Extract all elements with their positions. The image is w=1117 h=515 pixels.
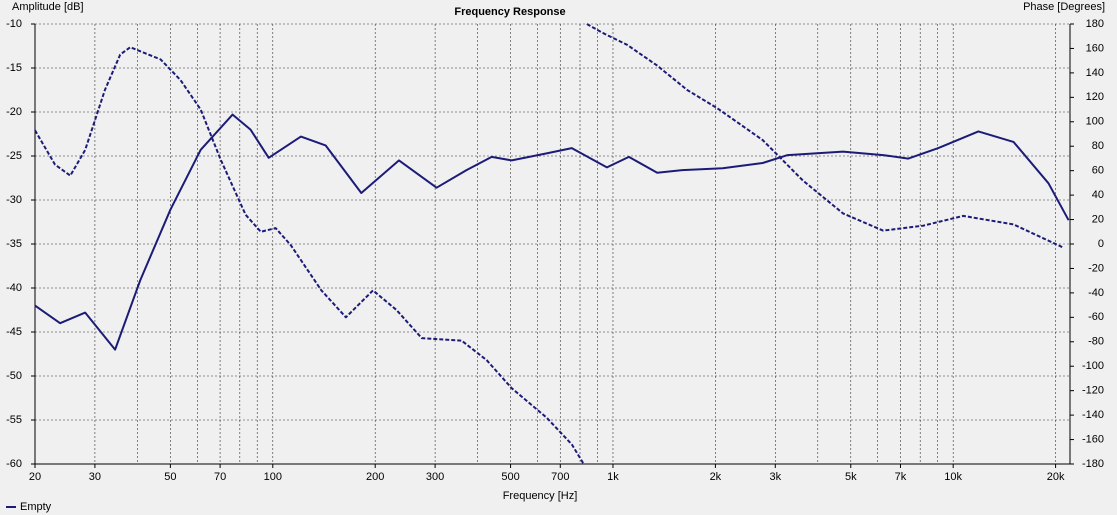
y-tick-label: -40 [6, 282, 22, 294]
y2-tick-label: -20 [1088, 262, 1104, 274]
y2-tick-label: -160 [1082, 433, 1104, 445]
x-tick-label: 70 [214, 471, 226, 483]
y2-tick-label: 100 [1086, 116, 1104, 128]
x-tick-label: 2k [710, 471, 722, 483]
y2-tick-label: -40 [1088, 287, 1104, 299]
x-tick-label: 3k [769, 471, 781, 483]
x-tick-label: 200 [366, 471, 384, 483]
y-tick-label: -50 [6, 370, 22, 382]
x-tick-label: 5k [845, 471, 857, 483]
y-tick-label: -15 [6, 62, 22, 74]
y-axis-title: Amplitude [dB] [12, 1, 84, 13]
x-tick-label: 30 [89, 471, 101, 483]
y2-tick-label: -60 [1088, 311, 1104, 323]
x-tick-label: 1k [607, 471, 619, 483]
y2-tick-label: -140 [1082, 409, 1104, 421]
y2-tick-label: 0 [1098, 238, 1104, 250]
y-tick-label: -20 [6, 106, 22, 118]
legend-label: Empty [20, 501, 52, 513]
y-tick-label: -55 [6, 414, 22, 426]
x-tick-label: 7k [895, 471, 907, 483]
x-tick-label: 100 [264, 471, 282, 483]
y-tick-label: -10 [6, 18, 22, 30]
y-tick-label: -30 [6, 194, 22, 206]
y2-tick-label: 40 [1092, 189, 1104, 201]
y-tick-label: -35 [6, 238, 22, 250]
y2-axis-title: Phase [Degrees] [1023, 1, 1105, 13]
x-tick-label: 700 [551, 471, 569, 483]
x-tick-label: 300 [426, 471, 444, 483]
y2-tick-label: -180 [1082, 458, 1104, 470]
y2-tick-label: -80 [1088, 336, 1104, 348]
y-tick-label: -60 [6, 458, 22, 470]
chart-title: Frequency Response [454, 6, 565, 18]
x-tick-label: 500 [501, 471, 519, 483]
y2-tick-label: 160 [1086, 42, 1104, 54]
y2-tick-label: -120 [1082, 385, 1104, 397]
y-tick-label: -25 [6, 150, 22, 162]
y2-tick-label: 140 [1086, 67, 1104, 79]
y2-tick-label: 20 [1092, 213, 1104, 225]
x-tick-label: 20k [1047, 471, 1065, 483]
y2-tick-label: -100 [1082, 360, 1104, 372]
phase-line [34, 23, 1064, 465]
y2-tick-label: 60 [1092, 165, 1104, 177]
y-tick-label: -45 [6, 326, 22, 338]
y2-tick-label: 80 [1092, 140, 1104, 152]
x-tick-label: 50 [164, 471, 176, 483]
y2-tick-label: 120 [1086, 91, 1104, 103]
y2-tick-label: 180 [1086, 18, 1104, 30]
amplitude-line [34, 113, 1070, 351]
x-axis-title: Frequency [Hz] [503, 490, 578, 502]
x-tick-label: 10k [944, 471, 962, 483]
x-tick-label: 20 [29, 471, 41, 483]
